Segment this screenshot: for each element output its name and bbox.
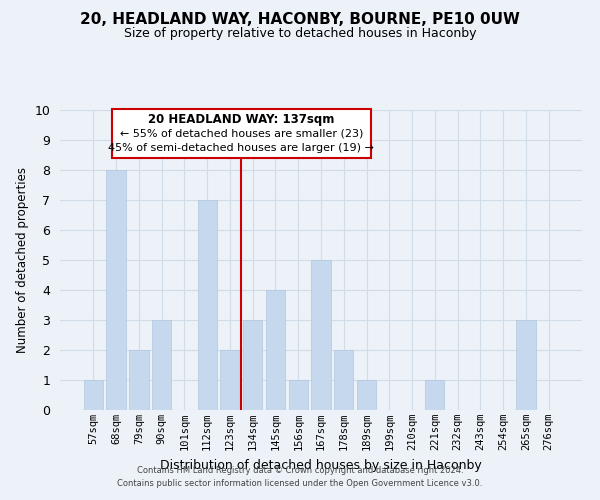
Bar	[357, 380, 376, 410]
Bar	[106, 170, 126, 410]
Bar	[129, 350, 149, 410]
Bar	[311, 260, 331, 410]
Text: ← 55% of detached houses are smaller (23): ← 55% of detached houses are smaller (23…	[119, 129, 363, 139]
Text: Size of property relative to detached houses in Haconby: Size of property relative to detached ho…	[124, 28, 476, 40]
X-axis label: Distribution of detached houses by size in Haconby: Distribution of detached houses by size …	[160, 458, 482, 471]
Bar	[152, 320, 172, 410]
Bar	[516, 320, 536, 410]
Bar	[334, 350, 353, 410]
Bar	[289, 380, 308, 410]
Bar	[84, 380, 103, 410]
Bar	[197, 200, 217, 410]
Bar	[243, 320, 262, 410]
Bar	[220, 350, 239, 410]
Text: 20 HEADLAND WAY: 137sqm: 20 HEADLAND WAY: 137sqm	[148, 113, 335, 126]
Text: Contains HM Land Registry data © Crown copyright and database right 2024.
Contai: Contains HM Land Registry data © Crown c…	[118, 466, 482, 487]
Bar	[266, 290, 285, 410]
Text: 45% of semi-detached houses are larger (19) →: 45% of semi-detached houses are larger (…	[109, 144, 374, 154]
Bar	[425, 380, 445, 410]
Text: 20, HEADLAND WAY, HACONBY, BOURNE, PE10 0UW: 20, HEADLAND WAY, HACONBY, BOURNE, PE10 …	[80, 12, 520, 28]
FancyBboxPatch shape	[112, 110, 371, 158]
Y-axis label: Number of detached properties: Number of detached properties	[16, 167, 29, 353]
